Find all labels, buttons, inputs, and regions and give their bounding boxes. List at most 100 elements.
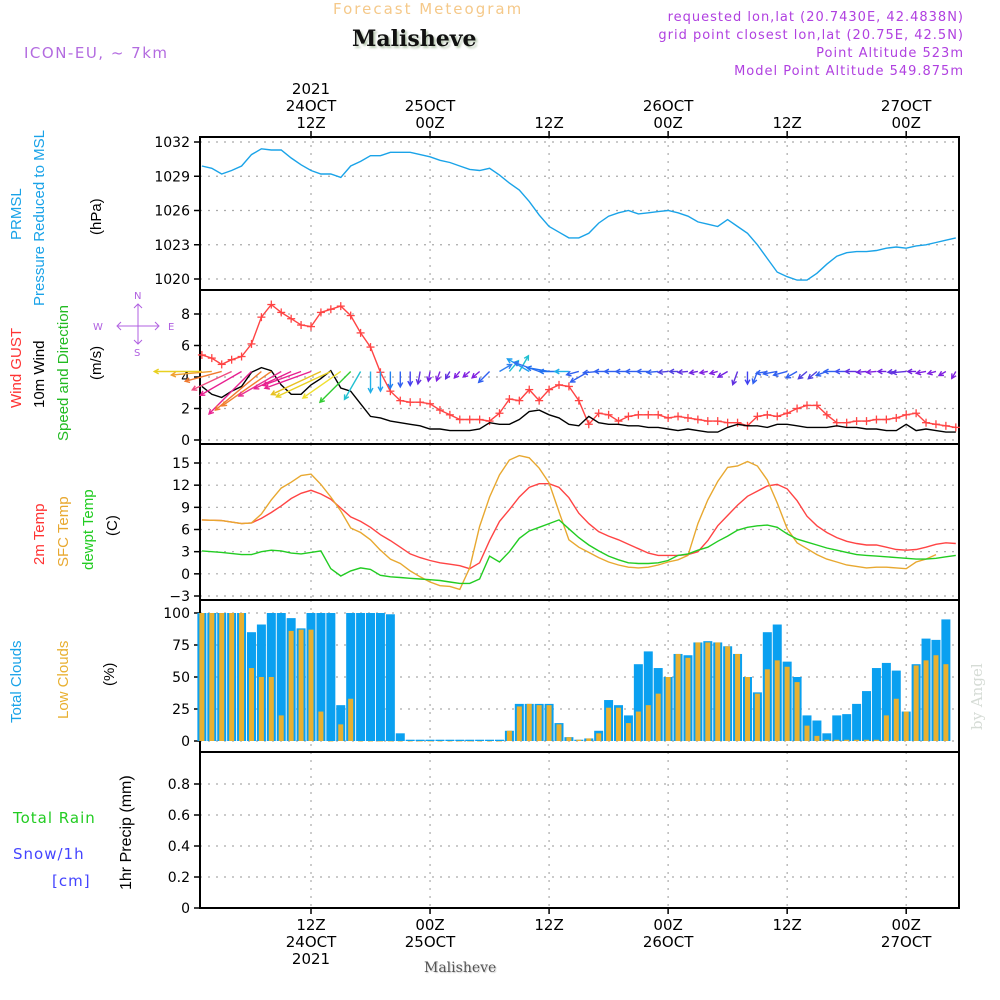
- low-cloud-bar: [625, 723, 631, 741]
- precip-ytick-label: 0: [181, 901, 190, 917]
- low-cloud-bar: [725, 646, 731, 741]
- grid-point: grid point closest lon,lat (20.75E, 42.5…: [658, 28, 964, 43]
- wind-arrow: [807, 370, 818, 380]
- low-cloud-bar: [407, 741, 413, 742]
- total-cloud-bar: [445, 739, 455, 741]
- low-cloud-bar: [665, 677, 671, 741]
- low-cloud-bar: [298, 629, 304, 741]
- legend-snow-unit: [cm]: [52, 872, 91, 890]
- wind-arrow-head: [553, 368, 560, 375]
- wind-gust-marker: [336, 302, 345, 311]
- low-cloud-bar: [199, 613, 205, 741]
- wind-arrow-head: [751, 378, 758, 385]
- wind-arrow-head: [343, 394, 350, 401]
- wind-arrow-shaft: [192, 370, 232, 391]
- low-cloud-bar: [774, 660, 780, 741]
- wind-gust-marker: [584, 420, 593, 429]
- wind-arrow-shaft: [427, 371, 431, 382]
- low-cloud-bar: [923, 660, 929, 741]
- wind-arrow-head: [716, 372, 723, 378]
- wind-gust-marker: [435, 406, 444, 415]
- low-cloud-bar: [318, 711, 324, 741]
- wind-arrow-shaft: [471, 370, 481, 379]
- temp-ytick-label: 12: [172, 478, 190, 494]
- wind-arrow: [906, 368, 917, 375]
- precip-ytick-label: 0.4: [168, 839, 190, 855]
- wind-arrow: [731, 371, 739, 387]
- wind-gust-marker: [912, 409, 921, 418]
- total-cloud-bar: [832, 715, 842, 741]
- wind-gust-marker: [922, 418, 931, 427]
- wind-gust-marker: [485, 417, 494, 426]
- precip-ytick-label: 0.8: [168, 777, 190, 793]
- top-time-label: 00Z: [415, 114, 444, 132]
- low-cloud-bar: [536, 705, 542, 741]
- low-cloud-bar: [487, 741, 493, 742]
- wind-arrow-head: [614, 368, 621, 375]
- low-cloud-bar: [496, 741, 502, 742]
- wind-arrow-head: [377, 386, 384, 393]
- low-cloud-bar: [824, 739, 830, 741]
- precip-ytick-label: 0.2: [168, 870, 190, 886]
- wind-arrow-head: [407, 380, 414, 387]
- wind-arrow-head: [668, 368, 675, 375]
- wind-arrow-shaft: [264, 370, 312, 389]
- wind-arrow-shaft: [271, 370, 322, 396]
- total-cloud-bar: [455, 739, 465, 741]
- wind-gust-marker: [346, 311, 355, 320]
- wind-arrow: [797, 370, 808, 380]
- wind-arrow: [253, 370, 292, 390]
- wind-gust-marker: [356, 328, 365, 337]
- wind-gust-marker: [505, 395, 514, 404]
- total-cloud-bar: [812, 720, 822, 741]
- total-cloud-bar: [316, 613, 326, 741]
- wind-arrow-head: [698, 369, 705, 376]
- wind-arrow: [676, 368, 689, 375]
- wind-arrow-head: [565, 370, 572, 377]
- wind-arrow: [183, 370, 222, 384]
- bottom-time-label: 12Z: [296, 916, 325, 934]
- bottom-time-label: 27OCT: [881, 933, 932, 951]
- wind-arrow: [397, 371, 404, 389]
- wind-arrow-head: [471, 372, 478, 379]
- wind-gust-marker: [892, 413, 901, 422]
- wind-arrow: [708, 369, 718, 376]
- wind-arrow-head: [708, 369, 716, 376]
- pressure-ytick-label: 1029: [154, 169, 190, 185]
- wind-gust-marker: [842, 418, 851, 427]
- temp-ytick-label: 0: [181, 567, 190, 583]
- total-cloud-bar: [485, 739, 495, 741]
- wind-arrow: [668, 368, 679, 375]
- wind-arrow-head: [688, 369, 695, 376]
- wind-gust-marker: [416, 398, 425, 407]
- wind-arrow-head: [152, 368, 160, 375]
- top-time-label: 12Z: [534, 114, 563, 132]
- wind-gust-marker: [862, 417, 871, 426]
- wind-arrow-head: [731, 379, 737, 387]
- clouds-ytick-label: 100: [163, 606, 190, 622]
- bottom-time-label: 00Z: [653, 916, 682, 934]
- total-cloud-bar: [842, 714, 852, 741]
- wind-arrow: [744, 371, 751, 386]
- low-cloud-bar: [417, 741, 423, 742]
- low-cloud-bar: [437, 741, 443, 742]
- wind-arrow-head: [435, 375, 441, 383]
- wind-arrow-head: [876, 368, 883, 375]
- wind-arrow-head: [270, 390, 277, 396]
- wind-gust-marker: [812, 401, 821, 410]
- bottom-time-label: 00Z: [415, 916, 444, 934]
- wind-arrow: [444, 371, 451, 381]
- wind-ytick-label: 6: [181, 339, 190, 355]
- compass-e: E: [168, 322, 174, 333]
- temp-sfc-line: [201, 454, 937, 591]
- wind-gust-marker: [604, 410, 613, 419]
- wind-arrow-shaft: [646, 370, 659, 374]
- wind-gust-marker: [535, 396, 544, 405]
- wind-arrow-head: [914, 369, 922, 376]
- low-cloud-bar: [526, 703, 532, 741]
- wind-gust-marker: [515, 396, 524, 405]
- low-cloud-bar: [467, 741, 473, 742]
- wind-arrow: [477, 370, 491, 384]
- wind-arrow-head: [886, 368, 893, 375]
- wind-arrow-head: [906, 368, 913, 375]
